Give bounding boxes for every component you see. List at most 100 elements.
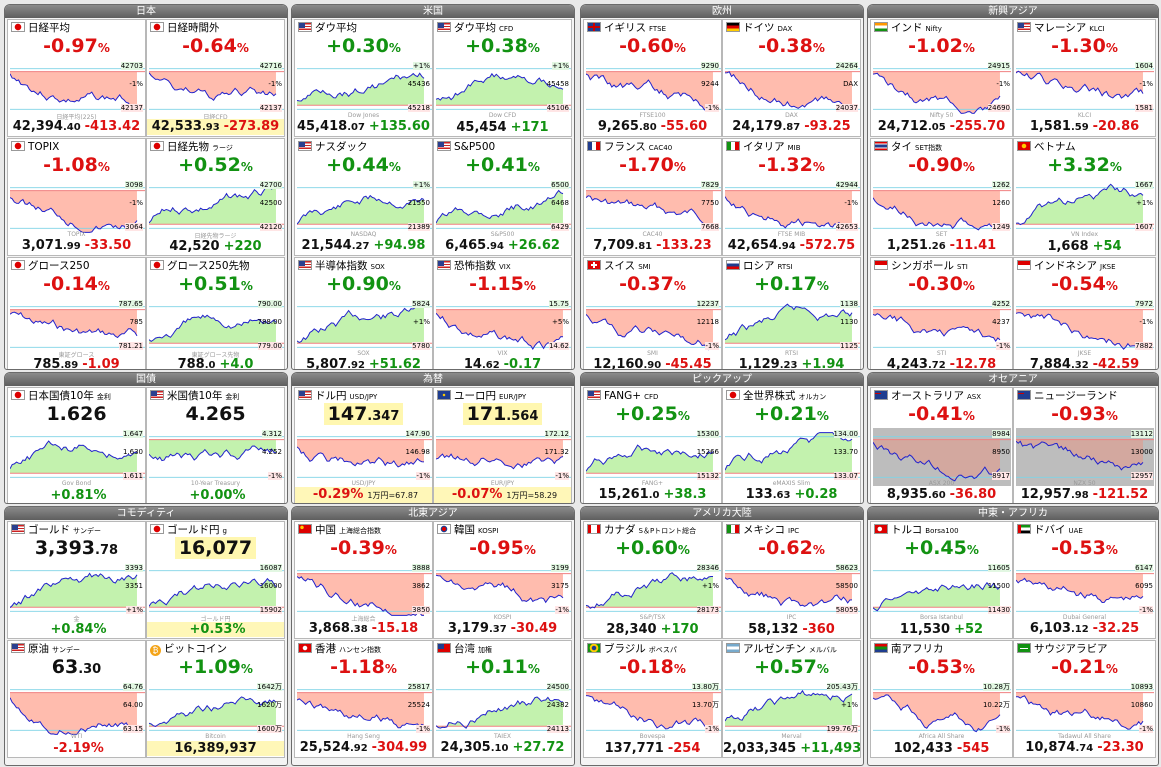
market-tile[interactable]: インドネシア JKSE -0.54% 7972 -1% 7882 JKSE 7,884.32-… [1013,257,1156,370]
axis-label: 8984 [992,430,1010,438]
market-tile[interactable]: 全世界株式 オルカン +0.21% 134.00 133.70 133.07 eMAXIS … [722,387,861,503]
price-decimal: .94 [777,241,796,252]
price-row: 42,394.40 -413.42 [8,119,145,135]
price-line [1016,183,1144,226]
market-tile[interactable]: サウジアラビア -0.21% 10893 10860 -1% Tadawul All Sh… [1013,640,1156,758]
market-tile[interactable]: ダウ平均 +0.30% +1% 45436 45218 Dow Jones 45,418.0… [294,19,433,137]
price-change: +0.00% [189,488,246,503]
price-row: 6,465.94 +26.62 [434,238,571,254]
price-row: 45,454 +171 [434,120,571,135]
market-tile[interactable]: ナスダック +0.44% +1% 21550 21389 NASDAQ 21,544.27 +… [294,138,433,256]
price-row: +0.81% [8,488,145,503]
market-tile[interactable]: ゴールド サンデー 3,393.78 3393 3351 +1% 金 +0.84% [7,521,146,639]
market-tile[interactable]: ドル円 USD/JPY 147.347 147.90 146.98 -1% USD/JPY -… [294,387,433,503]
price-integer: 15,261 [598,487,649,502]
market-tile[interactable]: ドバイ UAE -0.53% 6147 6095 -1% Dubai General 6,10… [1013,521,1156,639]
market-tile[interactable]: FANG+ CFD +0.25% 15300 15266 15132 FANG+ 15,261… [583,387,722,503]
market-tile[interactable]: 原油 サンデー 63.30 64.76 64.00 63.15 WTI -2.19% [7,640,146,758]
current-value: 147.347 [295,403,432,428]
market-tile[interactable]: 台湾 加権 +0.11% 24500 24382 24113 TAIEX 24,305.10 +… [433,640,572,758]
market-tile[interactable]: 日経時間外 -0.64% 42716 -1% 42137 日経CFD 42,533.93 -2… [146,19,285,137]
intraday-chart [586,306,721,351]
price-line [149,72,277,101]
market-tile[interactable]: メキシコ IPC -0.62% 58623 58500 58059 IPC 58,132 -36… [722,521,861,639]
chart-watermark: S&P/TSX [639,614,666,621]
market-code: ハンセン指数 [339,646,381,654]
bitcoin-icon: ₿ [150,645,161,656]
price-row: 3,868.38 -15.18 [295,621,432,637]
price-row: +0.00% [147,488,284,503]
market-tile[interactable]: トルコ Borsa100 +0.45% 11605 11500 11430 Borsa Is… [870,521,1013,639]
market-code: JKSE [1100,263,1116,271]
price-decimal: .37 [488,624,507,635]
market-tile[interactable]: TOPIX -1.08% 3098 -1% 3064 TOPIX 3,071.99 -33.5… [7,138,146,256]
market-tile[interactable]: 米国債10年 金利 4.265 4.312 4.252 -1% 10-Year Treasu… [146,387,285,503]
axis-label: 9244 [701,80,719,88]
chart-watermark: TAIEX [494,733,511,740]
market-tile[interactable]: 半導体指数 SOX +0.90% 5824 +1% 5780 SOX 5,807.92 +51.… [294,257,433,369]
market-tile[interactable]: アルゼンチン メルバル +0.57% 205.43万 +1% 199.76万 Merval 2… [722,640,861,758]
market-tile[interactable]: 日経先物 ラージ +0.52% 42700 42500 42120 日経先物ラージ 42,52… [146,138,285,256]
price-decimal: .38 [349,624,368,635]
chart-area [873,71,1000,114]
market-tile[interactable]: インド Nifty -1.02% 24915 -1% 24690 Nifty 50 24,71… [870,19,1013,137]
market-tile[interactable]: ユーロ円 EUR/JPY 171.564 172.12 171.32 -1% EUR/JPY… [433,387,572,503]
axis-label: 21550 [407,199,430,207]
market-tile[interactable]: ダウ平均 CFD +0.38% +1% 45458 45106 Dow CFD 45,454 +… [433,19,572,137]
market-code: サンデー [73,527,101,535]
current-value: 3,393.78 [8,537,145,562]
change-percent: -0.54% [1051,273,1118,295]
axis-label: 7750 [701,199,719,207]
axis-label: +1% [1136,199,1153,207]
tile-header: 半導体指数 SOX [298,260,385,273]
de-flag-icon [726,22,740,32]
market-name: グロース250 [28,260,90,272]
market-tile[interactable]: タイ SET指数 -0.90% 1262 1260 1249 SET 1,251.26 -11.… [870,138,1013,256]
market-tile[interactable]: イギリス FTSE -0.60% 9290 9244 -1% FTSE100 9,265.80… [583,19,722,137]
market-tile[interactable]: ₿ ビットコイン +1.09% 1642万 1620万 1600万 Bitcoin 16,38… [146,640,285,758]
market-tile[interactable]: 中国 上海総合指数 -0.39% 3888 3862 3850 上海総合 3,868.38 -1… [294,521,433,639]
market-tile[interactable]: 恐怖指数 VIX -1.15% 15.75 +5% 14.62 VIX 14.62 -0.17 [433,257,572,369]
change-percent: -0.21% [1051,656,1118,678]
market-tile[interactable]: ゴールド円 g 16,077 16087 16000 15902 ゴールド円 +0.53% [146,521,285,639]
market-tile[interactable]: フランス CAC40 -1.70% 7829 7750 7668 CAC40 7,709.81… [583,138,722,256]
market-tile[interactable]: グロース250 -0.14% 787.65 785 781.21 東証グロース 785.89… [7,257,146,369]
market-tile[interactable]: グロース250先物 +0.51% 790.00 788.00 779.00 東証グロース先… [146,257,285,369]
market-tile[interactable]: ベトナム +3.32% 1667 +1% 1607 VN Index 1,668 +54 [1013,138,1156,256]
axis-label: 24264 [835,62,858,70]
change-percent: -0.62% [758,537,825,559]
axis-label: 7882 [1135,342,1153,350]
price-change: +0.53% [189,622,246,637]
market-tile[interactable]: 韓国 KOSPI -0.95% 3199 3175 -1% KOSPI 3,179.37 -30… [433,521,572,639]
chart-watermark: ゴールド円 [200,616,231,623]
market-tile[interactable]: 日本国債10年 金利 1.626 1.647 1.630 1.611 Gov Bond +0.… [7,387,146,503]
market-name: ドイツ [743,22,775,34]
price-change: -42.59 [1092,357,1140,370]
axis-label: 1620万 [257,701,282,709]
price-line [436,189,564,224]
market-tile[interactable]: 南アフリカ -0.53% 10.28万 10.22万 -1% Africa All Sha… [870,640,1013,758]
market-tile[interactable]: ドイツ DAX -0.38% 24264 DAX 24037 DAX 24,179.87 -93… [722,19,861,137]
market-tile[interactable]: ニュージーランド -0.93% 13112 13000 12957 NZX 50 12,95… [1013,387,1156,503]
market-tile[interactable]: ロシア RTSI +0.17% 1138 1130 1125 RTSI 1,129.23 +1.… [722,257,861,369]
market-tile[interactable]: オーストラリア ASX -0.41% 8984 8950 8917 ASX 200 8,935… [870,387,1013,503]
jp-flag-icon [726,390,740,400]
axis-label: +1% [702,582,719,590]
axis-label: 42137 [120,104,143,112]
market-tile[interactable]: 日経平均 -0.97% 42703 -1% 42137 日経平均(225) 42,394.4… [7,19,146,137]
market-code: 上海総合指数 [339,527,381,535]
axis-label: 1260 [992,199,1010,207]
market-tile[interactable]: カナダ S＆Pトロント総合 +0.60% 28346 +1% 28173 S&P/TSX 28… [583,521,722,639]
market-tile[interactable]: シンガポール STI -0.30% 4252 4237 -1% STI 4,243.72 -12… [870,257,1013,369]
market-tile[interactable]: スイス SMI -0.37% 12237 12118 -1% SMI 12,160.90 -45… [583,257,722,369]
market-tile[interactable]: ブラジル ボベスパ -0.18% 13.80万 13.70万 -1% Bovespa 137,… [583,640,722,758]
region-title: アメリカ大陸 [581,507,863,520]
market-tile[interactable]: S&P500 +0.41% 6500 6468 6429 S&P500 6,465.94 +2… [433,138,572,256]
market-tile[interactable]: イタリア MIB -1.32% 42944 -1% 42653 FTSE MIB 42,654… [722,138,861,256]
market-tile[interactable]: マレーシア KLCI -1.30% 1604 -1% 1581 KLCI 1,581.59 -2… [1013,19,1156,137]
chart-watermark: Dow CFD [488,112,517,119]
price-line [1016,312,1144,351]
market-tile[interactable]: 香港 ハンセン指数 -1.18% 25817 25524 -1% Hang Seng 25,5… [294,640,433,758]
axis-label: 3098 [125,181,143,189]
axis-label: 12957 [1130,472,1153,480]
